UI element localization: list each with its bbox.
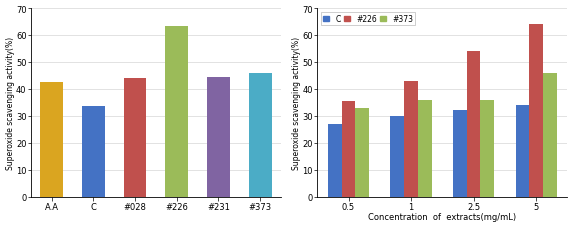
Bar [418,100,431,197]
Bar [516,106,529,197]
Legend: C, #226, #373: C, #226, #373 [321,13,415,26]
Bar [467,52,481,197]
Bar [404,81,418,197]
Y-axis label: Superoxide scavenging activity(%): Superoxide scavenging activity(%) [292,37,301,169]
Bar [342,101,355,197]
Bar [355,108,369,197]
X-axis label: Concentration  of  extracts(mg/mL): Concentration of extracts(mg/mL) [368,212,516,222]
Bar [82,107,105,197]
Bar [40,83,63,197]
Bar [124,79,147,197]
Bar [453,111,467,197]
Bar [543,73,557,197]
Bar [529,25,543,197]
Bar [390,116,404,197]
Bar [165,26,188,197]
Bar [249,73,272,197]
Bar [481,100,494,197]
Y-axis label: Superoxide scavenging activity(%): Superoxide scavenging activity(%) [6,37,14,169]
Bar [328,124,342,197]
Bar [207,77,230,197]
